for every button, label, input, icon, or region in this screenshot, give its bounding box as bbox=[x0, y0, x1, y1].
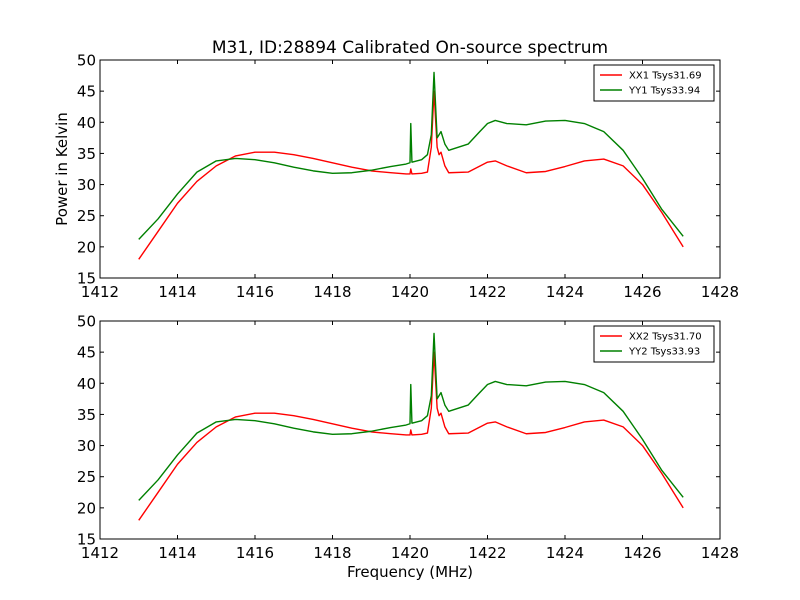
x-tick-label: 1426 bbox=[623, 283, 661, 301]
y-tick-label: 15 bbox=[77, 270, 96, 288]
x-tick-label: 1424 bbox=[546, 544, 584, 562]
y-tick-label: 45 bbox=[77, 83, 96, 101]
x-tick-label: 1426 bbox=[623, 544, 661, 562]
x-tick-label: 1420 bbox=[391, 544, 429, 562]
y-tick-label: 40 bbox=[77, 375, 96, 393]
x-tick-label: 1428 bbox=[701, 544, 739, 562]
y-tick-label: 45 bbox=[77, 344, 96, 362]
x-tick-label: 1412 bbox=[81, 544, 119, 562]
series-line-2-2 bbox=[138, 332, 684, 501]
x-tick-label: 1422 bbox=[468, 544, 506, 562]
x-tick-label: 1420 bbox=[391, 283, 429, 301]
y-tick-label: 50 bbox=[77, 52, 96, 70]
figure-title: M31, ID:28894 Calibrated On-source spect… bbox=[212, 38, 608, 58]
legend-label-2: YY1 Tsys33.94 bbox=[628, 86, 700, 97]
y-tick-label: 40 bbox=[77, 114, 96, 132]
legend-label-2: YY2 Tsys33.93 bbox=[628, 347, 700, 358]
y-tick-label: 50 bbox=[77, 313, 96, 331]
series-line-2-1 bbox=[138, 351, 684, 521]
y-tick-label: 35 bbox=[77, 145, 96, 163]
series-line-1-1 bbox=[138, 90, 684, 260]
x-tick-label: 1412 bbox=[81, 283, 119, 301]
x-tick-label: 1414 bbox=[158, 283, 196, 301]
chart-panel-1: 1412 1414 1416 1418 1420 1422 1424 1426 1428 15 20… bbox=[53, 52, 739, 302]
y-tick-label: 25 bbox=[77, 207, 96, 225]
x-axis-label: Frequency (MHz) bbox=[347, 563, 473, 581]
y-tick-label: 15 bbox=[77, 531, 96, 549]
x-tick-label: 1424 bbox=[546, 283, 584, 301]
x-tick-label: 1418 bbox=[313, 544, 351, 562]
x-tick-label: 1416 bbox=[236, 283, 274, 301]
series-line-1-2 bbox=[138, 71, 684, 240]
y-tick-label: 25 bbox=[77, 468, 96, 486]
y-tick-label: 20 bbox=[77, 499, 96, 517]
chart-panels: 1412 1414 1416 1418 1420 1422 1424 1426 1428 15 20… bbox=[53, 52, 739, 582]
x-tick-label: 1422 bbox=[468, 283, 506, 301]
y-tick-label: 20 bbox=[77, 238, 96, 256]
y-tick-label: 30 bbox=[77, 437, 96, 455]
y-tick-label: 35 bbox=[77, 406, 96, 424]
legend-label-1: XX1 Tsys31.69 bbox=[629, 71, 702, 82]
legend-box bbox=[593, 325, 715, 363]
y-tick-label: 30 bbox=[77, 176, 96, 194]
x-tick-label: 1416 bbox=[236, 544, 274, 562]
legend: XX1 Tsys31.69 YY1 Tsys33.94 bbox=[593, 64, 715, 102]
y-axis-label: Power in Kelvin bbox=[53, 112, 71, 226]
x-tick-label: 1428 bbox=[701, 283, 739, 301]
x-tick-label: 1418 bbox=[313, 283, 351, 301]
legend: XX2 Tsys31.70 YY2 Tsys33.93 bbox=[593, 325, 715, 363]
legend-box bbox=[593, 64, 715, 102]
x-tick-label: 1414 bbox=[158, 544, 196, 562]
chart-panel-2: 1412 1414 1416 1418 1420 1422 1424 1426 1428 15 20… bbox=[77, 313, 739, 582]
legend-label-1: XX2 Tsys31.70 bbox=[629, 332, 702, 343]
